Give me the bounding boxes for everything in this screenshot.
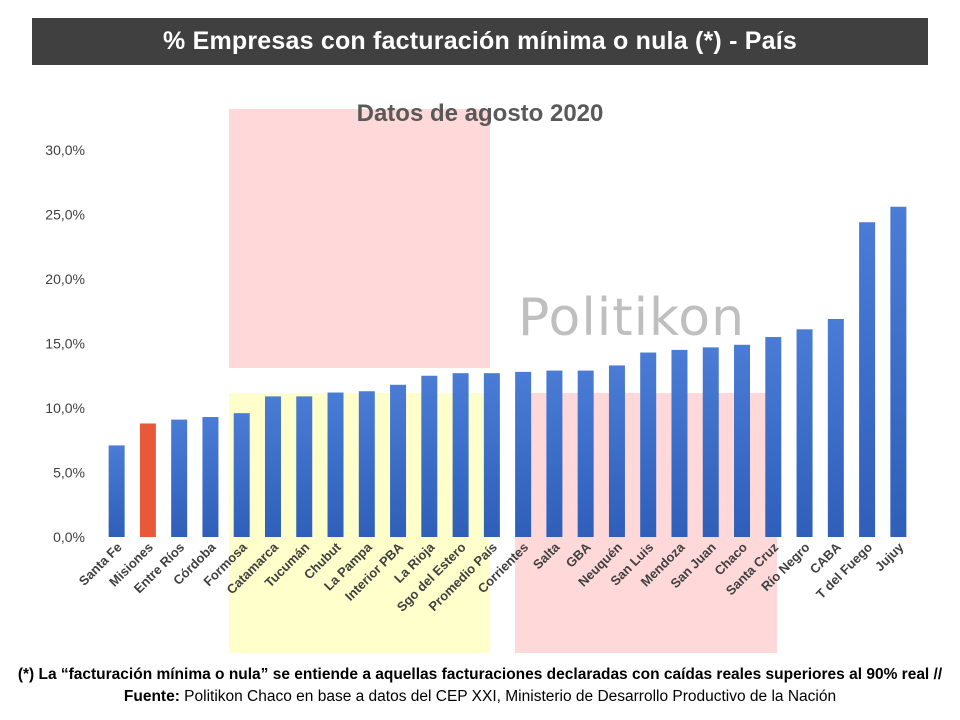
bar-chubut	[327, 392, 344, 537]
bar-interior-pba	[390, 384, 407, 537]
footnote-source: Politikon Chaco en base a datos del CEP …	[179, 688, 837, 705]
footnote: (*) La “facturación mínima o nula” se en…	[10, 664, 950, 708]
y-tick-label: 5,0%	[53, 465, 85, 481]
bar-río-negro	[796, 329, 813, 537]
bar-salta	[546, 370, 563, 537]
y-tick-label: 0,0%	[53, 529, 85, 545]
bar-san-juan	[702, 347, 719, 537]
page-title: % Empresas con facturación mínima o nula…	[163, 27, 797, 55]
chart-title-bar: % Empresas con facturación mínima o nula…	[32, 18, 928, 65]
pink-background-block-top	[229, 109, 490, 368]
bar-corrientes	[515, 371, 532, 537]
bar-tucumán	[296, 396, 313, 537]
bar-t-del-fuego	[859, 222, 876, 538]
y-tick-label: 20,0%	[45, 271, 85, 287]
bar-la-pampa	[358, 391, 375, 537]
bar-mendoza	[671, 349, 688, 537]
bar-misiones	[139, 423, 156, 537]
footnote-definition: (*) La “facturación mínima o nula” se en…	[17, 666, 943, 705]
x-tick-label: Jujuy	[872, 539, 907, 574]
bar-catamarca	[264, 396, 281, 537]
bar-chart: 0,0%5,0%10,0%15,0%20,0%25,0%30,0% Santa …	[45, 142, 907, 614]
bar-entre-ríos	[171, 419, 188, 537]
bar-san-luis	[640, 352, 657, 537]
bar-la-rioja	[421, 375, 438, 537]
bar-córdoba	[202, 417, 219, 537]
y-tick-label: 30,0%	[45, 142, 85, 158]
chart-subtitle: Datos de agosto 2020	[356, 100, 604, 127]
bar-santa-cruz	[765, 337, 782, 537]
bar-neuquén	[608, 365, 625, 537]
y-tick-label: 10,0%	[45, 400, 85, 416]
bar-promedio-país	[483, 373, 500, 537]
bar-caba	[827, 318, 844, 537]
y-tick-label: 25,0%	[45, 207, 85, 223]
bar-jujuy	[890, 206, 907, 537]
bar-santa-fe	[108, 445, 125, 537]
x-tick-label: Salta	[530, 539, 563, 572]
bar-sgo-del-estero	[452, 373, 469, 537]
bar-formosa	[233, 413, 250, 537]
bar-chaco	[734, 344, 751, 537]
politikon-watermark: Politikon	[518, 288, 746, 348]
y-tick-label: 15,0%	[45, 336, 85, 352]
bar-gba	[577, 370, 594, 537]
